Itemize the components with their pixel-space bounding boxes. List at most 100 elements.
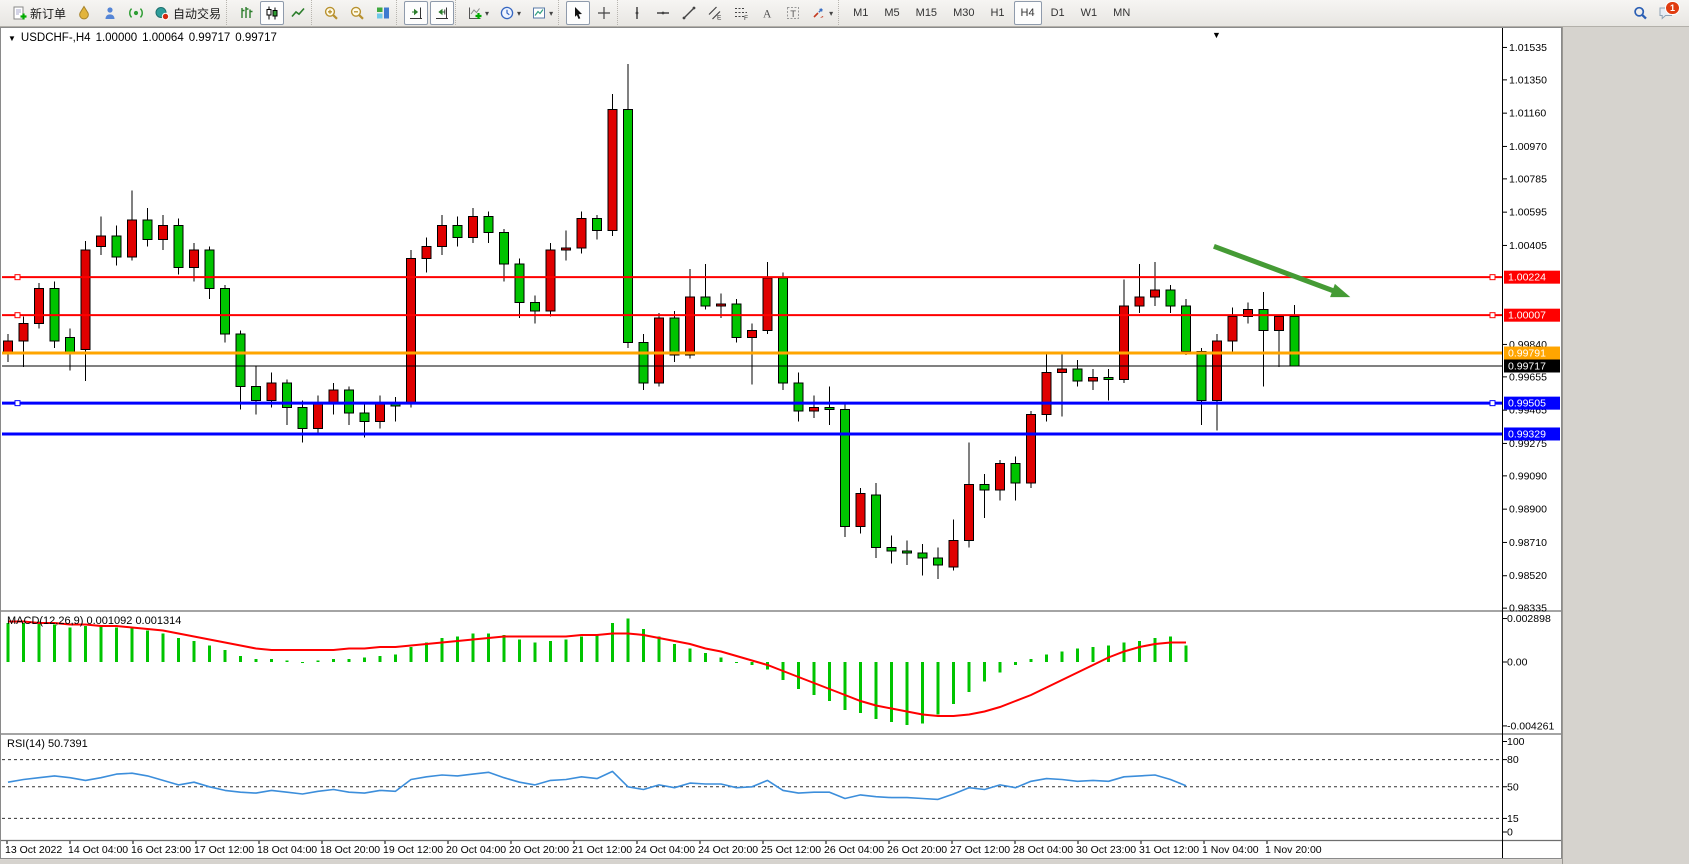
vertical-line-button[interactable] <box>625 1 649 25</box>
candle-body <box>793 382 804 412</box>
macd-bar <box>347 659 351 662</box>
price-tick-label: 1.00405 <box>1509 240 1547 252</box>
chart-window[interactable]: 1.01535 1.01350 1.01160 1.00970 1.00785 1.005… <box>0 27 1562 864</box>
line-handle[interactable] <box>14 274 21 281</box>
chart-menu-arrow-icon[interactable]: ▼ <box>1212 30 1221 40</box>
candle-body <box>3 340 13 354</box>
chart-canvas[interactable]: 1.01535 1.01350 1.01160 1.00970 1.00785 1.005… <box>0 27 1562 864</box>
text-button[interactable]: A <box>755 1 779 25</box>
line-handle[interactable] <box>1489 312 1496 319</box>
line-handle[interactable] <box>1489 400 1496 407</box>
time-axis[interactable]: 13 Oct 2022 14 Oct 04:00 16 Oct 23:00 17 Oc… <box>5 841 1322 856</box>
macd-bar <box>983 662 986 682</box>
candle <box>96 216 106 256</box>
chat-button[interactable]: 1 <box>1654 1 1680 25</box>
styler-button[interactable] <box>72 1 96 25</box>
auto-scroll-button[interactable] <box>430 1 455 25</box>
macd-bar <box>239 656 242 662</box>
time-tick-label: 14 Oct 04:00 <box>68 844 128 856</box>
candlestick-chart-button[interactable] <box>260 1 285 25</box>
macd-bar <box>456 636 459 662</box>
new-order-button[interactable]: 新订单 <box>7 1 70 25</box>
trendline-button[interactable] <box>677 1 701 25</box>
candle <box>34 283 44 329</box>
tf-m5-button[interactable]: M5 <box>877 1 906 25</box>
zoom-out-button[interactable] <box>345 1 369 25</box>
candle-body <box>747 329 757 338</box>
indicators-icon <box>469 7 482 19</box>
tile-windows-button[interactable] <box>371 1 395 25</box>
tf-w1-button-label: W1 <box>1080 7 1098 19</box>
search-button[interactable] <box>1628 1 1652 25</box>
cursor-button[interactable] <box>566 1 591 25</box>
signals-button[interactable] <box>124 1 148 25</box>
channel-button[interactable]: E <box>703 1 727 25</box>
rsi-tick-label: 50 <box>1507 781 1519 793</box>
market-watch-button[interactable] <box>98 1 122 25</box>
macd-bar <box>580 636 583 662</box>
line-handle[interactable] <box>1489 274 1496 281</box>
horizontal-line-button[interactable] <box>651 1 675 25</box>
candle <box>1134 263 1145 313</box>
candle-body <box>716 303 726 307</box>
time-tick-label: 30 Oct 23:00 <box>1076 844 1136 856</box>
candle-body <box>1258 308 1269 331</box>
macd-bar <box>270 659 273 662</box>
time-tick-label: 31 Oct 12:00 <box>1139 844 1199 856</box>
line-handle[interactable] <box>14 312 21 319</box>
price-axis[interactable]: 1.01535 1.01350 1.01160 1.00970 1.00785 1.005… <box>1502 42 1560 839</box>
tile-icon <box>377 7 390 19</box>
macd-bar <box>1107 645 1110 662</box>
chart-expand-icon[interactable]: ▼ <box>8 33 16 43</box>
macd-bar <box>223 650 227 662</box>
candle-body <box>1274 315 1284 331</box>
text-label-button[interactable]: T <box>781 1 805 25</box>
tf-mn-button[interactable]: MN <box>1106 1 1137 25</box>
chevron-down-icon[interactable]: ▾ <box>485 8 490 18</box>
price-tick-label: 0.98335 <box>1509 603 1547 615</box>
candle <box>297 400 308 443</box>
tf-w1-button[interactable]: W1 <box>1074 1 1105 25</box>
macd-bar <box>146 630 149 662</box>
auto-trading-button[interactable]: 自动交易 <box>150 1 225 25</box>
bars-icon <box>241 7 253 18</box>
line-chart-button[interactable] <box>286 1 310 25</box>
trend-arrow[interactable] <box>1213 243 1342 296</box>
candle-body <box>204 249 215 289</box>
indicators-button[interactable]: ▾ <box>463 1 493 25</box>
candle <box>731 298 742 343</box>
candle-body <box>1072 368 1083 382</box>
tf-m30-button[interactable]: M30 <box>946 1 981 25</box>
candle-body <box>437 224 447 247</box>
arrows-button[interactable]: ▾ <box>807 1 837 25</box>
templates-button[interactable]: ▾ <box>527 1 557 25</box>
periods-button[interactable]: ▾ <box>495 1 525 25</box>
macd-label: MACD(12,26,9) 0.001092 0.001314 <box>7 615 182 627</box>
chevron-down-icon[interactable]: ▾ <box>829 8 834 18</box>
chevron-down-icon[interactable]: ▾ <box>549 8 554 18</box>
macd-bar <box>425 642 428 662</box>
tf-m15-button[interactable]: M15 <box>909 1 944 25</box>
tf-h1-button[interactable]: H1 <box>983 1 1011 25</box>
crosshair-button[interactable] <box>592 1 616 25</box>
tf-h4-button[interactable]: H4 <box>1013 1 1042 25</box>
candle-body <box>313 403 323 430</box>
candle-body <box>189 249 199 268</box>
price-tick-label: 1.00785 <box>1509 173 1547 185</box>
macd-bar <box>1045 654 1048 662</box>
candle <box>1103 368 1114 401</box>
svg-text:F: F <box>744 15 748 21</box>
line-handle[interactable] <box>14 400 21 407</box>
zoom-in-button[interactable] <box>319 1 343 25</box>
tf-d1-button[interactable]: D1 <box>1044 1 1072 25</box>
candle <box>359 404 370 438</box>
candle-body <box>468 216 478 239</box>
candle-body <box>545 249 556 312</box>
bar-chart-button[interactable] <box>234 1 258 25</box>
candle-body <box>669 317 680 356</box>
channel-icon: E <box>708 6 722 21</box>
fibonacci-button[interactable]: F <box>729 1 753 25</box>
tf-m1-button[interactable]: M1 <box>846 1 875 25</box>
chart-shift-button[interactable] <box>404 1 429 25</box>
chevron-down-icon[interactable]: ▾ <box>517 8 522 18</box>
